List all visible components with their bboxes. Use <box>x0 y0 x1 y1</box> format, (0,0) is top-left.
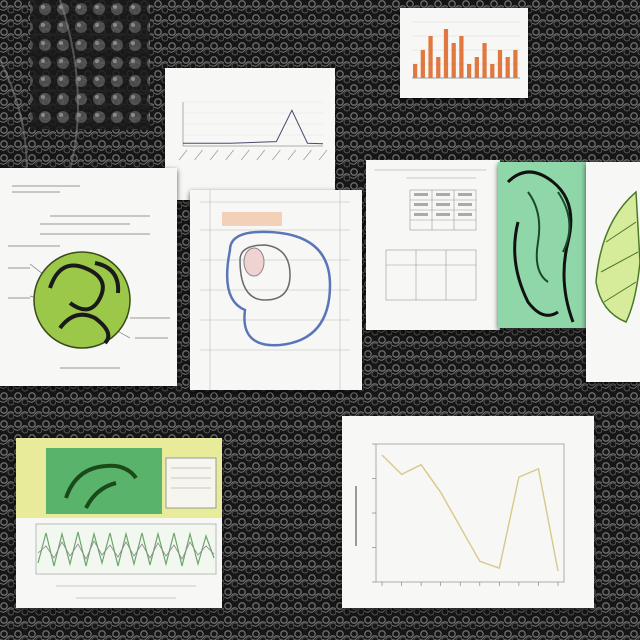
series-line <box>183 109 324 145</box>
tick-label <box>209 149 219 161</box>
bar <box>490 64 495 78</box>
tick-label <box>256 149 266 161</box>
leaf-diagram-sheet <box>0 168 177 386</box>
bar-chart <box>412 21 520 79</box>
tick-label <box>272 149 281 161</box>
table-sheet <box>366 160 500 330</box>
bar <box>451 43 456 78</box>
fern-drawing <box>595 190 640 323</box>
bar <box>482 43 487 78</box>
tick-label <box>303 149 312 161</box>
line-chart-sheet <box>342 416 594 608</box>
tick-label <box>194 149 203 161</box>
leaf-diagram <box>8 185 170 369</box>
line-chart <box>355 443 565 586</box>
plot-frame <box>375 443 565 583</box>
table-grid <box>374 169 486 301</box>
tick-label <box>287 149 297 161</box>
bar <box>467 64 472 78</box>
spike-chart <box>178 101 328 161</box>
bar <box>474 57 479 78</box>
bar <box>420 50 425 78</box>
tick-label <box>225 149 234 161</box>
spike-chart-sheet <box>165 68 335 200</box>
fern-sheet <box>586 162 640 382</box>
bar <box>497 50 503 78</box>
bar <box>436 57 441 78</box>
bar <box>459 36 464 78</box>
bar <box>443 29 449 78</box>
green-plant-sheet <box>498 162 586 328</box>
cell-diagram <box>200 190 350 390</box>
series-line <box>381 454 559 572</box>
bar-chart-sheet <box>400 8 528 98</box>
oscillation-sheet <box>16 438 222 608</box>
bar <box>513 50 518 78</box>
plant-drawing <box>506 170 575 323</box>
tick-label <box>318 149 328 161</box>
bar <box>505 57 510 78</box>
bar <box>428 36 433 78</box>
bar <box>413 64 418 78</box>
cell-diagram-sheet <box>190 190 362 390</box>
oscillation-figure <box>16 438 222 599</box>
tick-label <box>240 149 250 161</box>
tick-label <box>178 149 188 161</box>
